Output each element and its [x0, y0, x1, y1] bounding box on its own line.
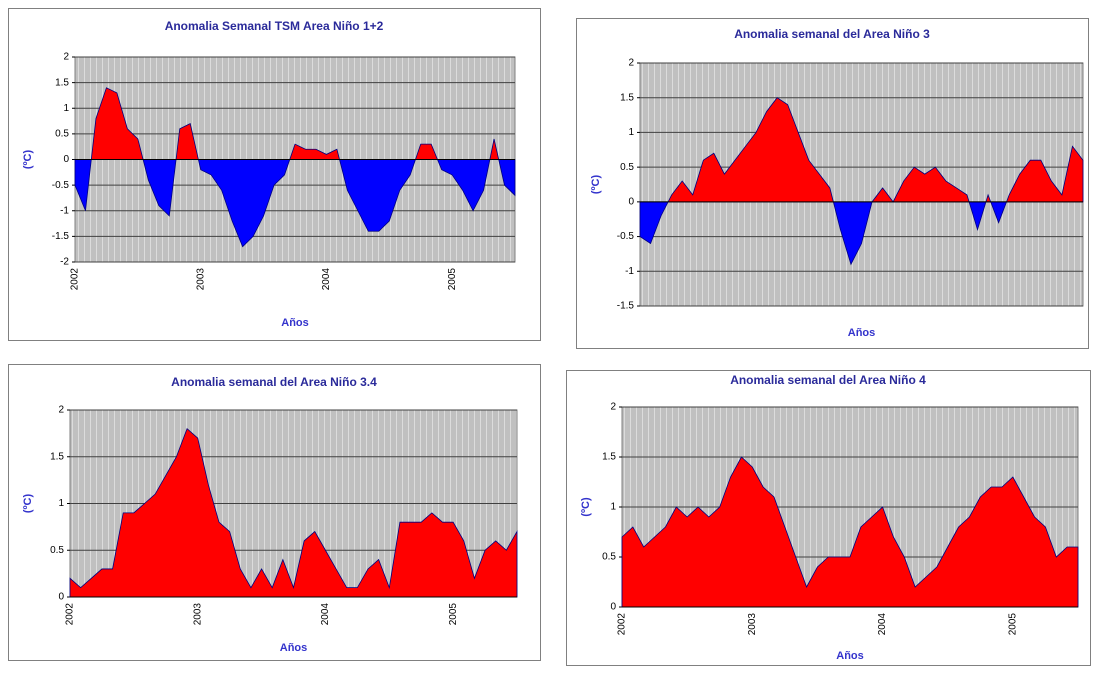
y-axis-label: (ºC) — [22, 150, 34, 170]
y-axis-label: (ºC) — [590, 175, 602, 195]
y-tick-label: -2 — [60, 257, 69, 268]
y-tick-label: 2 — [63, 52, 69, 63]
x-axis-label: Años — [280, 642, 308, 654]
y-tick-label: 1 — [63, 103, 69, 114]
x-tick-label: 2002 — [617, 613, 628, 636]
chart-title: Anomalia semanal del Area Niño 3 — [734, 27, 930, 41]
x-tick-label: 2005 — [447, 268, 458, 291]
x-tick-label: 2003 — [747, 613, 758, 636]
x-tick-label: 2002 — [65, 603, 76, 626]
y-tick-label: -0.5 — [617, 231, 635, 242]
y-tick-label: 0 — [58, 592, 64, 603]
y-tick-label: 1.5 — [55, 77, 69, 88]
y-tick-label: 0.5 — [620, 162, 634, 173]
y-tick-label: -1 — [625, 266, 634, 277]
y-tick-label: -0.5 — [52, 180, 70, 191]
y-axis-label: (ºC) — [580, 497, 592, 517]
x-tick-label: 2004 — [320, 603, 331, 626]
x-tick-label: 2004 — [877, 613, 888, 636]
y-tick-label: 0.5 — [50, 545, 64, 556]
y-tick-label: -1.5 — [617, 301, 635, 312]
x-tick-label: 2004 — [321, 268, 332, 291]
x-tick-label: 2005 — [448, 603, 459, 626]
y-tick-label: 0.5 — [602, 552, 616, 563]
y-tick-label: 0.5 — [55, 129, 69, 140]
x-tick-label: 2003 — [195, 268, 206, 291]
y-tick-label: 0 — [63, 154, 69, 165]
chart-title: Anomalia semanal del Area Niño 3.4 — [171, 375, 377, 389]
y-tick-label: 1 — [58, 498, 64, 509]
x-tick-label: 2005 — [1007, 613, 1018, 636]
anomaly-area — [69, 428, 518, 598]
anomaly-area — [639, 97, 1084, 266]
x-axis-label: Años — [848, 327, 876, 339]
y-tick-label: 2 — [610, 402, 616, 413]
chart-title: Anomalia Semanal TSM Area Niño 1+2 — [165, 19, 384, 33]
y-tick-label: 1.5 — [620, 92, 634, 103]
x-tick-label: 2003 — [192, 603, 203, 626]
x-tick-label: 2002 — [70, 268, 81, 291]
y-tick-label: 0 — [628, 196, 634, 207]
y-tick-label: 1.5 — [50, 451, 64, 462]
y-axis-label: (ºC) — [22, 494, 34, 514]
y-tick-label: 1.5 — [602, 452, 616, 463]
y-tick-label: 0 — [610, 602, 616, 613]
y-tick-label: 1 — [610, 502, 616, 513]
x-axis-label: Años — [836, 650, 864, 662]
y-tick-label: 2 — [628, 58, 634, 69]
y-tick-label: 1 — [628, 127, 634, 138]
anomaly-area — [621, 456, 1079, 608]
y-tick-label: 2 — [58, 405, 64, 416]
x-axis-label: Años — [281, 317, 309, 329]
chart-title: Anomalia semanal del Area Niño 4 — [730, 373, 926, 387]
y-tick-label: -1 — [60, 205, 69, 216]
y-tick-label: -1.5 — [52, 231, 70, 242]
